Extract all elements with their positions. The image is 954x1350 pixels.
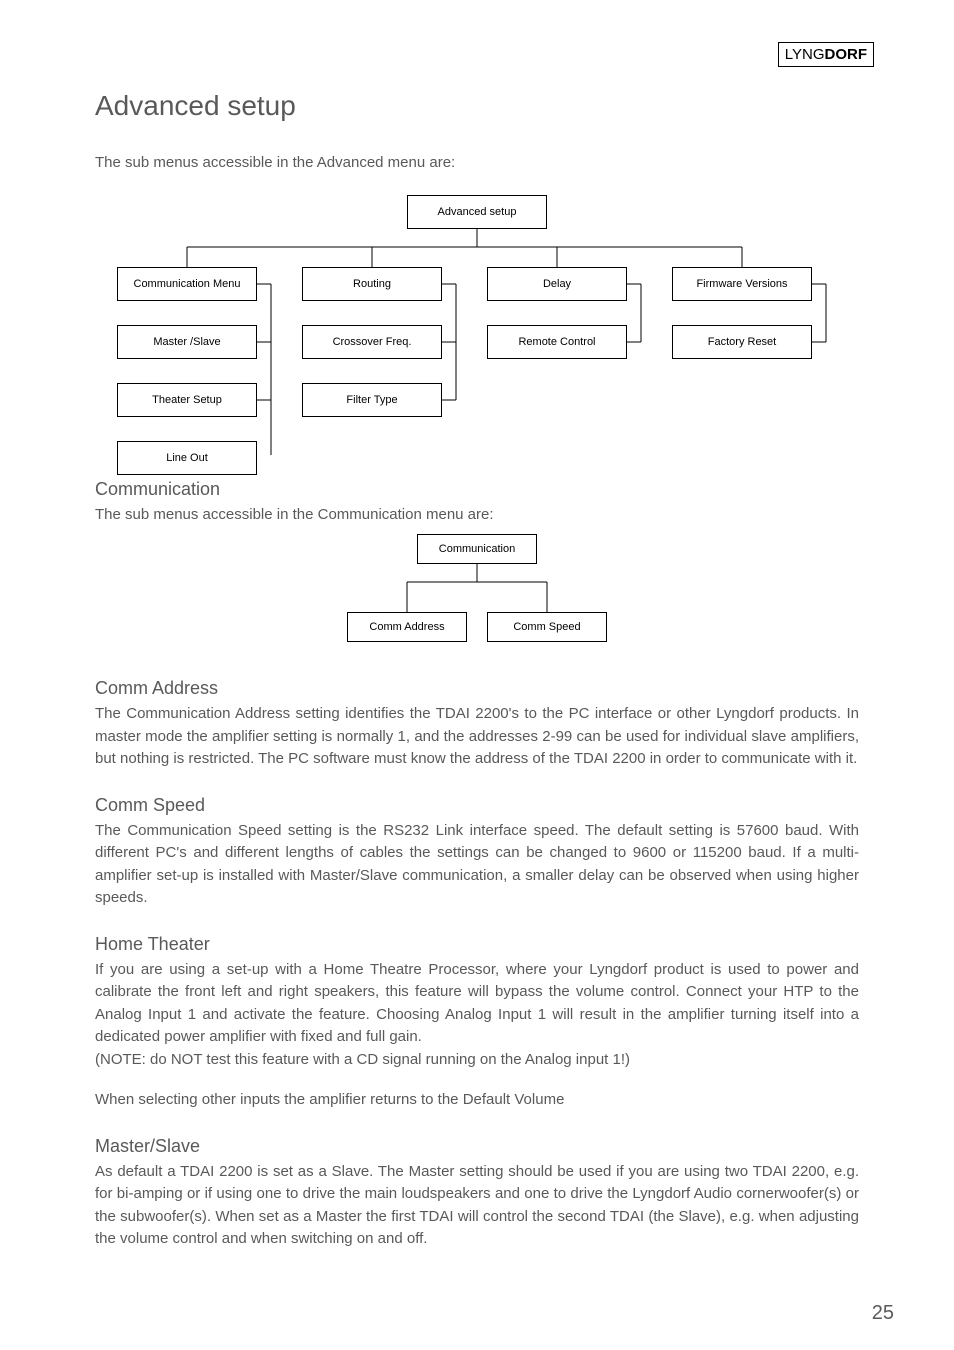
diagram-box-3-0: Firmware Versions bbox=[672, 267, 812, 301]
home-theater-text-1: If you are using a set-up with a Home Th… bbox=[95, 959, 859, 1049]
diagram-box-0-0: Communication Menu bbox=[117, 267, 257, 301]
page-number: 25 bbox=[872, 1302, 894, 1325]
diagram-box-1-0: Routing bbox=[302, 267, 442, 301]
comm-speed-text: The Communication Speed setting is the R… bbox=[95, 820, 859, 910]
home-theater-heading: Home Theater bbox=[95, 934, 859, 955]
master-slave-heading: Master/Slave bbox=[95, 1136, 859, 1157]
communication-heading: Communication bbox=[95, 479, 859, 500]
comm-diagram-left: Comm Address bbox=[347, 612, 467, 642]
diagram-box-1-2: Filter Type bbox=[302, 383, 442, 417]
communication-text: The sub menus accessible in the Communic… bbox=[95, 504, 859, 527]
comm-address-heading: Comm Address bbox=[95, 678, 859, 699]
comm-speed-heading: Comm Speed bbox=[95, 795, 859, 816]
diagram-box-0-2: Theater Setup bbox=[117, 383, 257, 417]
diagram-box-2-0: Delay bbox=[487, 267, 627, 301]
diagram-box-1-1: Crossover Freq. bbox=[302, 325, 442, 359]
master-slave-text: As default a TDAI 2200 is set as a Slave… bbox=[95, 1161, 859, 1251]
diagram-box-0-1: Master /Slave bbox=[117, 325, 257, 359]
comm-diagram-root: Communication bbox=[417, 534, 537, 564]
diagram-box-2-1: Remote Control bbox=[487, 325, 627, 359]
diagram-root: Advanced setup bbox=[407, 195, 547, 229]
diagram-box-3-1: Factory Reset bbox=[672, 325, 812, 359]
comm-address-text: The Communication Address setting identi… bbox=[95, 703, 859, 771]
advanced-setup-diagram: Advanced setup Communication Menu Master /… bbox=[97, 195, 857, 455]
brand-logo: LYNGDORF bbox=[778, 42, 874, 67]
communication-diagram: Communication Comm Address Comm Speed bbox=[327, 534, 627, 654]
logo-left: LYNG bbox=[785, 46, 825, 63]
page-title: Advanced setup bbox=[95, 90, 859, 122]
intro-text: The sub menus accessible in the Advanced… bbox=[95, 152, 859, 175]
comm-diagram-right: Comm Speed bbox=[487, 612, 607, 642]
diagram-box-0-3: Line Out bbox=[117, 441, 257, 475]
home-theater-text-2: (NOTE: do NOT test this feature with a C… bbox=[95, 1049, 859, 1072]
logo-right: DORF bbox=[825, 46, 868, 63]
home-theater-text-3: When selecting other inputs the amplifie… bbox=[95, 1089, 859, 1112]
